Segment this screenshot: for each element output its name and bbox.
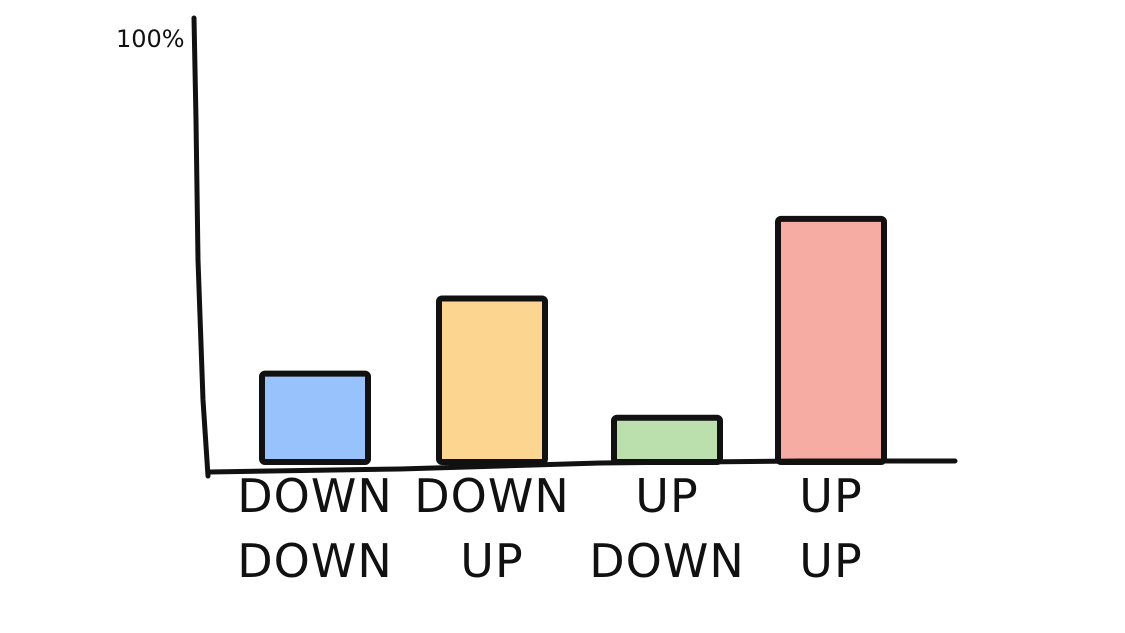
y-axis xyxy=(191,15,211,479)
bar-1 xyxy=(436,295,548,465)
x-tick-label-3-line-0: UP xyxy=(799,469,862,523)
x-tick-label-3-line-1: UP xyxy=(799,534,862,588)
bar-2 xyxy=(611,414,723,465)
y-max-label: 100% xyxy=(116,25,185,53)
x-tick-label-0-line-1: DOWN xyxy=(237,534,393,588)
x-tick-label-2-line-1: DOWN xyxy=(589,534,745,588)
labels-layer: DOWN DOWN DOWN UP UP DOWN UP UP xyxy=(237,469,862,588)
x-tick-label-0-line-0: DOWN xyxy=(237,469,393,523)
x-axis xyxy=(207,458,958,475)
x-tick-label-1-line-1: UP xyxy=(460,534,523,588)
bar-3 xyxy=(775,215,887,465)
bar-0 xyxy=(259,370,371,466)
x-tick-label-2-line-0: UP xyxy=(635,469,698,523)
bars-layer xyxy=(259,215,887,466)
x-tick-label-1-line-0: DOWN xyxy=(414,469,570,523)
